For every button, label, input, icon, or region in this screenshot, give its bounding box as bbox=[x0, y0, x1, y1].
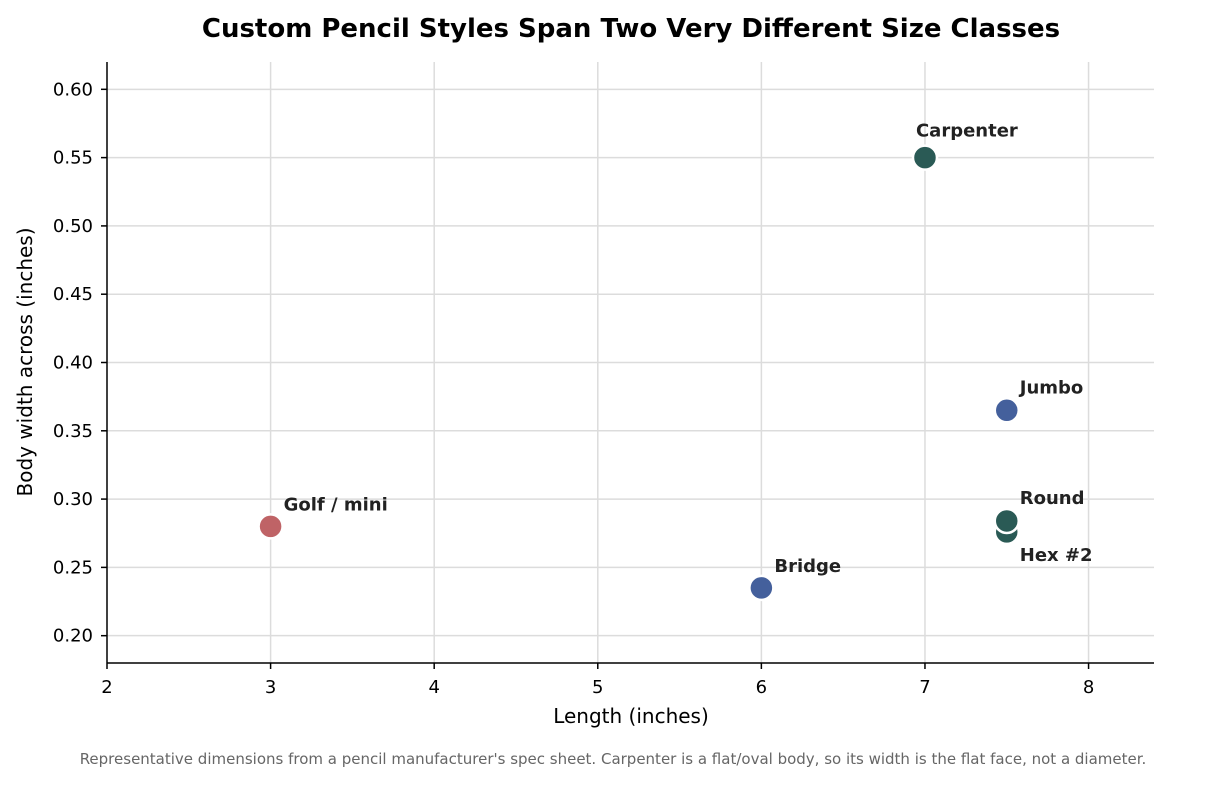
data-point-bridge bbox=[748, 574, 775, 602]
point-label-carpenter: Carpenter bbox=[916, 121, 1018, 142]
y-tick-label: 0.35 bbox=[53, 421, 93, 442]
x-tick-label: 8 bbox=[1083, 677, 1094, 698]
point-label-bridge: Bridge bbox=[774, 556, 841, 577]
y-tick-label: 0.45 bbox=[53, 284, 93, 305]
data-point-jumbo bbox=[993, 397, 1021, 424]
point-label-hex-2: Hex #2 bbox=[1020, 545, 1093, 566]
data-point-round bbox=[993, 507, 1021, 535]
data-points bbox=[257, 144, 1021, 602]
point-label-jumbo: Jumbo bbox=[1018, 377, 1084, 398]
x-tick-label: 2 bbox=[101, 677, 112, 698]
footnote: Representative dimensions from a pencil … bbox=[80, 750, 1147, 768]
x-tick-label: 3 bbox=[265, 677, 276, 698]
y-tick-label: 0.40 bbox=[53, 353, 93, 374]
y-tick-label: 0.60 bbox=[53, 79, 93, 100]
data-point-golf-mini bbox=[257, 513, 284, 540]
x-tick-label: 5 bbox=[592, 677, 603, 698]
point-labels: Carpenter Jumbo Round Hex #2 Golf / mini Brid… bbox=[284, 121, 1093, 577]
y-tick-label: 0.25 bbox=[53, 557, 93, 578]
point-label-round: Round bbox=[1020, 488, 1085, 509]
y-axis-label: Body width across (inches) bbox=[13, 227, 37, 496]
tick-labels: 2 3 4 5 6 7 8 0.20 0.25 0.30 0.35 0.40 0.45 0.50 0.55 0… bbox=[53, 79, 1094, 698]
data-point-carpenter bbox=[911, 144, 939, 171]
x-tick-label: 4 bbox=[428, 677, 439, 698]
axes bbox=[101, 62, 1154, 669]
x-tick-label: 7 bbox=[919, 677, 930, 698]
grid-lines bbox=[107, 62, 1154, 663]
y-tick-label: 0.20 bbox=[53, 626, 93, 647]
x-tick-label: 6 bbox=[756, 677, 767, 698]
chart-title: Custom Pencil Styles Span Two Very Diffe… bbox=[202, 14, 1060, 44]
y-tick-label: 0.30 bbox=[53, 489, 93, 510]
point-label-golf-mini: Golf / mini bbox=[284, 494, 388, 515]
y-tick-label: 0.55 bbox=[53, 148, 93, 169]
x-axis-label: Length (inches) bbox=[553, 704, 709, 728]
y-tick-label: 0.50 bbox=[53, 216, 93, 237]
